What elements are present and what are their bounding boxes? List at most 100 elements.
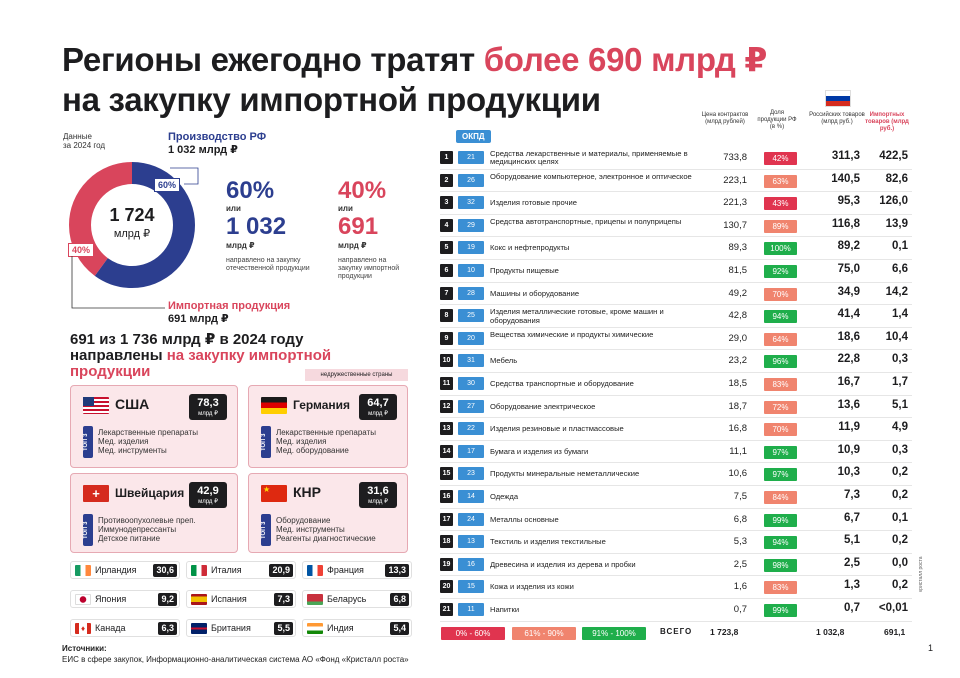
row-russian: 7,3 (844, 489, 860, 501)
row-share-badge: 84% (764, 491, 797, 504)
country-value: 42,9 (197, 485, 219, 497)
row-imported: 14,2 (885, 285, 908, 298)
table-row: 6 10 Продукты пищевые 81,5 92% 75,0 6,6 (440, 260, 912, 283)
country-name: Швейцария (115, 486, 185, 500)
row-name: Изделия резиновые и пластмассовые (490, 424, 624, 434)
table-row: 19 16 Древесина и изделия из дерева и проб… (440, 554, 912, 577)
row-price: 223,1 (723, 174, 747, 186)
donut-tag-import: 40% (68, 243, 95, 257)
country-pill-france: Франция 13,3 (302, 561, 412, 579)
switzerland-flag-icon: + (83, 484, 109, 502)
row-price: 81,5 (728, 265, 748, 276)
country-value-badge: 78,3 млрд ₽ (189, 394, 227, 420)
total-imported: 691,1 (884, 627, 906, 637)
country-name: Канада (95, 623, 126, 633)
legend-mid: 61% - 90% (512, 627, 576, 640)
row-russian: 95,3 (837, 195, 860, 208)
row-price: 733,8 (723, 152, 747, 163)
country-pill-britain: Британия 5,5 (186, 619, 296, 637)
okpd-code: 14 (458, 490, 484, 503)
okpd-code: 10 (458, 264, 484, 277)
row-price: 5,3 (733, 536, 747, 548)
table-row: 9 20 Вещества химические и продукты химиче… (440, 328, 912, 351)
row-imported: 0,1 (892, 240, 908, 253)
row-number: 5 (440, 241, 453, 255)
row-share-badge: 97% (764, 468, 797, 482)
table-row: 8 25 Изделия металлические готовые, кроме … (440, 305, 912, 328)
row-imported: 5,1 (892, 398, 908, 411)
row-name: Древесина и изделия из дерева и пробки (490, 559, 636, 569)
country-pill-ireland: Ирландия 30,6 (70, 561, 180, 579)
country-name: Британия (211, 623, 251, 633)
usa-flag-icon (83, 396, 109, 414)
row-number: 1 (440, 151, 453, 164)
okpd-code: 28 (458, 286, 484, 300)
row-imported: 0,0 (892, 556, 908, 569)
ireland-flag-icon (75, 565, 91, 576)
row-russian: 311,3 (831, 150, 860, 162)
sources-text: ЕИС в сфере закупок, Информационно-анали… (62, 655, 409, 664)
country-item: Оборудование (276, 516, 331, 525)
row-price: 18,7 (728, 400, 748, 412)
row-russian: 10,3 (837, 466, 860, 479)
country-value-badge: 31,6 млрд ₽ (359, 482, 397, 508)
okpd-header: ОКПД (456, 130, 491, 143)
country-pill-india: Индия 5,4 (302, 619, 412, 637)
china-flag-icon: ★ (261, 484, 287, 502)
okpd-code: 30 (458, 377, 484, 390)
import-product-value: 691 млрд ₽ (168, 313, 229, 325)
row-name: Изделия готовые прочие (490, 198, 577, 208)
row-name: Вещества химические и продукты химически… (490, 329, 654, 339)
spain-flag-icon (191, 594, 207, 605)
row-price: 221,3 (723, 197, 747, 209)
row-price: 29,0 (728, 332, 748, 344)
stat-import-num: 691 (338, 213, 379, 240)
row-russian: 0,7 (844, 602, 860, 614)
row-imported: <0,01 (878, 602, 908, 614)
top3-label: ТОП 3 (83, 514, 93, 546)
country-value-unit: млрд ₽ (198, 499, 218, 505)
row-share-badge: 72% (764, 400, 797, 414)
country-name: Испания (211, 594, 247, 604)
country-item: Лекарственные препараты (98, 428, 198, 437)
country-value: 9,2 (158, 593, 177, 606)
country-name: США (115, 396, 150, 412)
stat-domestic-unit: млрд ₽ (226, 241, 255, 250)
okpd-code: 25 (458, 309, 484, 323)
stat-domestic-ili: или (226, 204, 241, 213)
country-card-germany: Германия 64,7 млрд ₽ ТОП 3 Лекарственные … (248, 385, 408, 468)
unfriendly-countries-badge: недружественные страны (305, 369, 408, 381)
country-item: Иммунодепрессанты (98, 525, 177, 534)
row-share-badge: 64% (764, 332, 797, 346)
country-value-badge: 42,9 млрд ₽ (189, 482, 227, 508)
row-share-badge: 98% (764, 558, 797, 572)
russia-flag-icon (825, 90, 851, 107)
page-number: 1 (928, 643, 934, 653)
table-row: 18 13 Текстиль и изделия текстильные 5,3 94%… (440, 531, 912, 554)
row-number: 10 (440, 354, 453, 368)
row-imported: 4,9 (892, 421, 908, 434)
row-imported: 0,3 (892, 443, 908, 456)
row-number: 4 (440, 218, 453, 232)
row-name: Машины и оборудование (490, 288, 580, 298)
donut-center-value: 1 724 (109, 205, 154, 225)
country-item: Противоопухолевые преп. (98, 516, 196, 525)
row-name: Средства лекарственные и материалы, прим… (490, 149, 688, 167)
row-number: 2 (440, 173, 453, 187)
production-rf-label: Производство РФ 1 032 млрд ₽ (168, 131, 266, 157)
stat-import-desc: направлено на закупку импортной продукци… (338, 257, 400, 280)
donut-tag-domestic: 60% (154, 178, 181, 192)
okpd-code: 24 (458, 512, 484, 526)
row-price: 2,5 (733, 558, 747, 570)
country-value: 7,3 (274, 593, 293, 606)
col-head-price: Цена контрактов (млрд рублей) (701, 112, 749, 125)
country-name: Индия (327, 623, 354, 633)
donut-segment-import (69, 162, 195, 288)
row-number: 11 (440, 377, 453, 390)
britain-flag-icon (191, 623, 207, 634)
table-row: 14 17 Бумага и изделия из бумаги 11,1 97% 10,… (440, 441, 912, 464)
row-name: Напитки (490, 605, 520, 614)
row-share-badge: 99% (764, 604, 797, 617)
country-value-unit: млрд ₽ (368, 499, 388, 505)
production-rf-title: Производство РФ (168, 131, 267, 143)
